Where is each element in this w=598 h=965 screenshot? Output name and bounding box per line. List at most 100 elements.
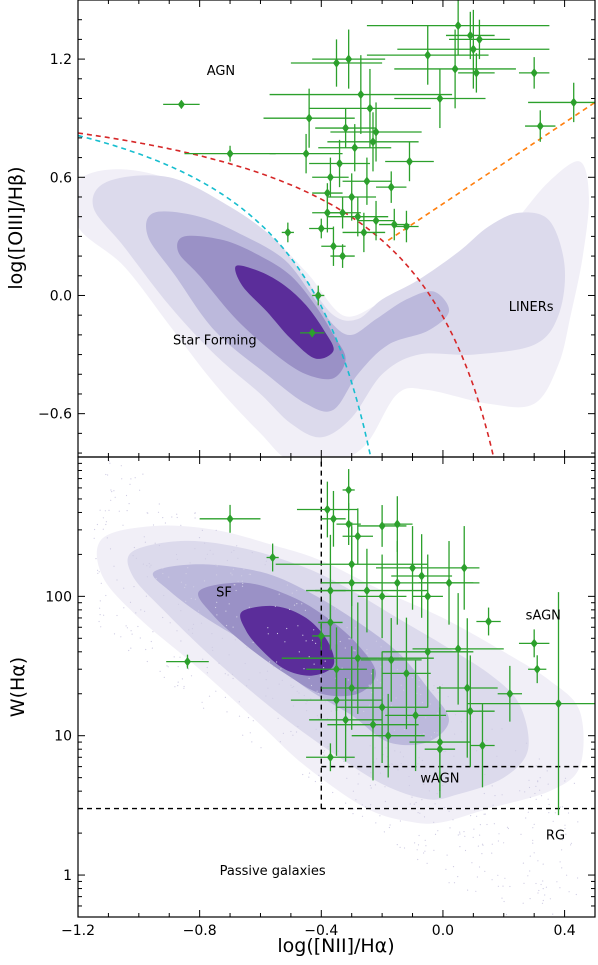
background-galaxy-dot — [375, 640, 377, 642]
background-galaxy-dot — [349, 714, 352, 716]
bpt-axis-ticks — [77, 0, 595, 457]
background-galaxy-dot — [453, 755, 455, 757]
data-point — [281, 602, 434, 714]
background-galaxy-dot — [266, 670, 269, 672]
diamond-marker — [284, 227, 292, 238]
background-galaxy-dot — [483, 813, 485, 815]
background-galaxy-dot — [396, 844, 398, 846]
background-galaxy-dot — [152, 524, 155, 526]
background-galaxy-dot — [281, 679, 283, 682]
background-galaxy-dot — [448, 882, 450, 884]
background-galaxy-dot — [354, 689, 356, 691]
background-galaxy-dot — [353, 808, 355, 810]
background-galaxy-dot — [310, 698, 312, 700]
background-galaxy-dot — [324, 660, 326, 662]
background-galaxy-dot — [343, 760, 345, 763]
background-galaxy-dot — [236, 616, 238, 618]
background-galaxy-dot — [326, 718, 329, 720]
background-galaxy-dot — [128, 503, 130, 505]
background-galaxy-dot — [310, 684, 313, 687]
background-galaxy-dot — [212, 649, 214, 652]
background-galaxy-dot — [109, 548, 112, 550]
background-galaxy-dot — [533, 823, 535, 826]
data-point — [418, 541, 480, 625]
background-galaxy-dot — [98, 620, 100, 623]
background-galaxy-dot — [564, 780, 566, 782]
background-galaxy-dot — [564, 824, 566, 826]
background-galaxy-dot — [421, 776, 423, 779]
background-galaxy-dot — [399, 751, 401, 753]
background-galaxy-dot — [379, 656, 381, 658]
background-galaxy-dot — [282, 732, 284, 734]
background-galaxy-dot — [133, 546, 135, 549]
background-galaxy-dot — [332, 791, 334, 794]
background-galaxy-dot — [301, 603, 303, 605]
background-galaxy-dot — [491, 879, 493, 881]
background-galaxy-dot — [190, 675, 193, 677]
background-galaxy-dot — [561, 867, 563, 869]
background-galaxy-dot — [232, 677, 234, 680]
background-galaxy-dot — [497, 874, 499, 876]
annotation-liners: LINERs — [509, 300, 554, 315]
background-galaxy-dot — [470, 815, 472, 817]
background-galaxy-dot — [496, 755, 498, 757]
background-galaxy-dot — [167, 666, 169, 668]
background-galaxy-dot — [418, 757, 420, 759]
background-galaxy-dot — [237, 557, 239, 560]
background-galaxy-dot — [176, 516, 178, 519]
background-galaxy-dot — [249, 732, 251, 734]
annotation-rg: RG — [546, 828, 565, 843]
background-galaxy-dot — [276, 632, 279, 635]
background-galaxy-dot — [509, 885, 511, 888]
diamond-marker — [536, 121, 544, 131]
background-galaxy-dot — [234, 639, 236, 641]
background-galaxy-dot — [233, 584, 235, 586]
background-galaxy-dot — [529, 796, 532, 798]
background-galaxy-dot — [231, 574, 233, 576]
background-galaxy-dot — [423, 733, 425, 735]
background-galaxy-dot — [146, 565, 148, 567]
background-galaxy-dot — [376, 679, 378, 681]
background-galaxy-dot — [129, 601, 132, 604]
background-galaxy-dot — [185, 600, 187, 603]
background-galaxy-dot — [212, 553, 214, 555]
background-galaxy-dot — [291, 686, 293, 689]
background-galaxy-dot — [249, 573, 252, 576]
diamond-marker — [354, 531, 362, 541]
background-galaxy-dot — [436, 732, 438, 734]
background-galaxy-dot — [425, 845, 427, 847]
diamond-marker — [363, 585, 371, 596]
background-galaxy-dot — [558, 838, 560, 840]
background-galaxy-dot — [305, 640, 307, 642]
annotation-sagn: sAGN — [526, 609, 561, 624]
background-galaxy-dot — [552, 913, 554, 915]
diamond-marker — [454, 20, 462, 31]
background-galaxy-dot — [133, 586, 135, 588]
data-point — [312, 285, 325, 306]
annotation-wagn: wAGN — [420, 772, 459, 787]
data-point — [445, 11, 495, 60]
background-galaxy-dot — [322, 751, 324, 754]
annotation-agn: AGN — [207, 64, 235, 79]
diamond-marker — [226, 514, 234, 524]
background-galaxy-dot — [366, 652, 368, 654]
background-galaxy-dot — [421, 759, 423, 762]
diamond-marker — [357, 89, 365, 100]
data-point — [458, 53, 495, 93]
bpt-panel: AGN Star Forming LINERs −0.6 0.0 0.6 1.2… — [5, 0, 596, 458]
background-galaxy-dot — [114, 496, 116, 498]
data-point — [391, 534, 453, 618]
background-galaxy-dot — [464, 835, 466, 837]
background-galaxy-dot — [379, 815, 381, 817]
diamond-marker — [332, 695, 341, 705]
background-galaxy-dot — [206, 672, 208, 674]
background-galaxy-dot — [447, 696, 449, 698]
diamond-marker — [336, 158, 344, 169]
background-galaxy-dot — [105, 523, 107, 526]
data-point — [357, 554, 407, 639]
background-galaxy-dot — [181, 678, 183, 680]
background-galaxy-dot — [363, 710, 365, 713]
background-galaxy-dot — [244, 662, 246, 665]
background-galaxy-dot — [194, 548, 196, 550]
